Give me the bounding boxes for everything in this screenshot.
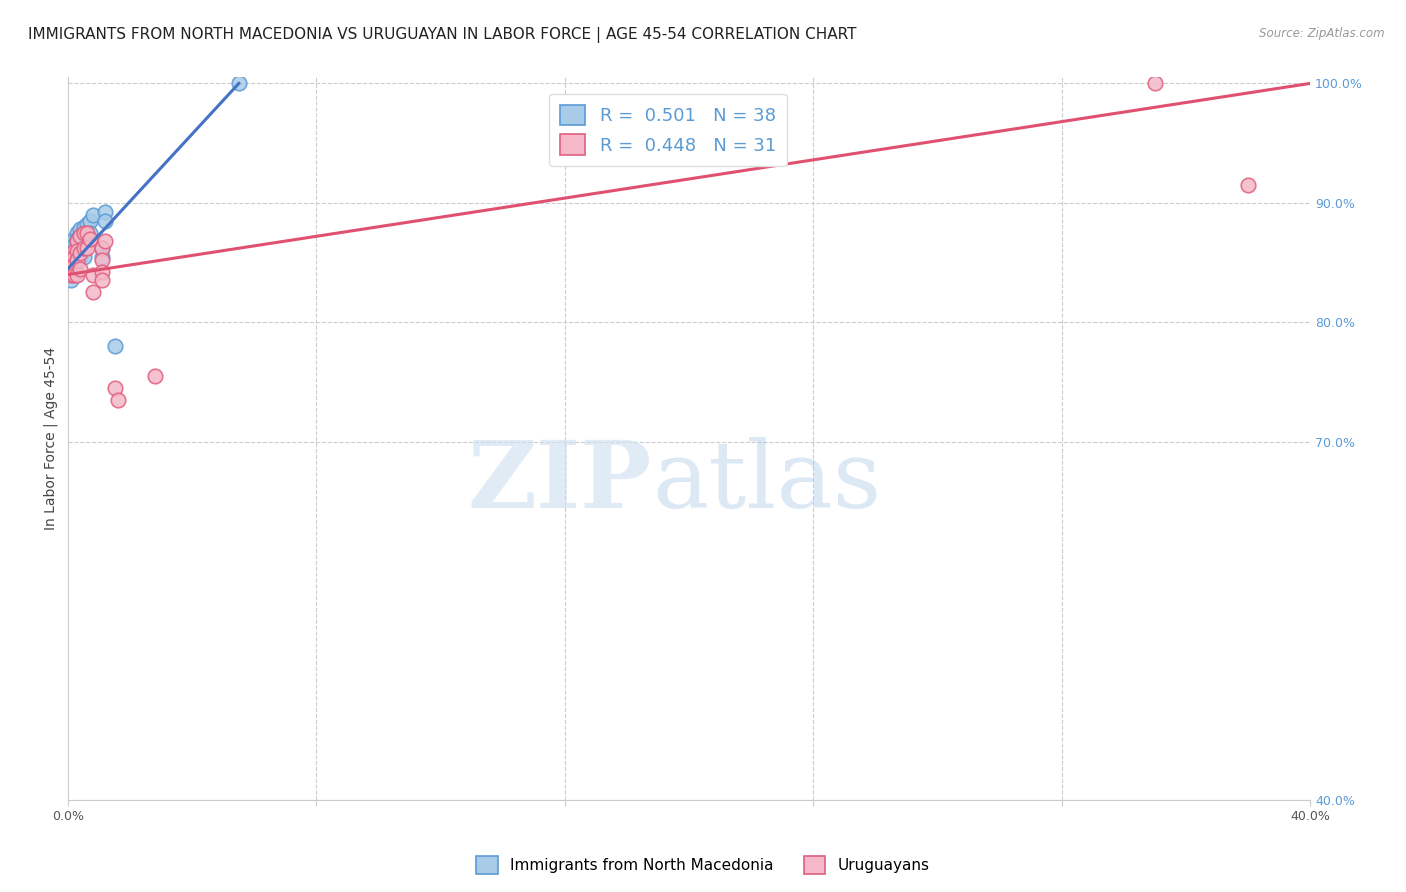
Point	[63, 247, 86, 261]
Point	[66, 253, 89, 268]
Point	[60, 258, 83, 272]
Point	[69, 229, 91, 244]
Point	[60, 273, 83, 287]
Point	[72, 219, 94, 234]
Point	[69, 250, 91, 264]
Point	[66, 237, 89, 252]
Point	[63, 258, 86, 272]
Point	[82, 268, 104, 282]
Point	[69, 237, 91, 252]
Point	[72, 232, 94, 246]
Point	[82, 285, 104, 300]
Point	[63, 261, 86, 276]
Point	[94, 234, 117, 248]
Point	[143, 369, 166, 384]
Point	[69, 229, 91, 244]
Point	[79, 214, 101, 228]
Point	[66, 244, 89, 258]
Text: IMMIGRANTS FROM NORTH MACEDONIA VS URUGUAYAN IN LABOR FORCE | AGE 45-54 CORRELAT: IMMIGRANTS FROM NORTH MACEDONIA VS URUGU…	[28, 27, 856, 43]
Point	[91, 241, 114, 255]
Legend: Immigrants from North Macedonia, Uruguayans: Immigrants from North Macedonia, Uruguay…	[470, 850, 936, 880]
Point	[72, 226, 94, 240]
Point	[104, 339, 127, 353]
Text: atlas: atlas	[652, 437, 882, 527]
Point	[63, 232, 86, 246]
Point	[66, 226, 89, 240]
Point	[60, 255, 83, 269]
Point	[107, 392, 129, 407]
Point	[60, 261, 83, 276]
Point	[63, 255, 86, 269]
Point	[94, 214, 117, 228]
Text: Source: ZipAtlas.com: Source: ZipAtlas.com	[1260, 27, 1385, 40]
Point	[66, 268, 89, 282]
Point	[60, 250, 83, 264]
Point	[66, 234, 89, 248]
Point	[69, 246, 91, 260]
Point	[1237, 178, 1260, 192]
Point	[60, 244, 83, 258]
Text: ZIP: ZIP	[468, 437, 652, 527]
Point	[66, 232, 89, 246]
Point	[94, 205, 117, 219]
Point	[60, 268, 83, 282]
Point	[66, 250, 89, 264]
Point	[1143, 77, 1166, 91]
Point	[82, 208, 104, 222]
Point	[60, 250, 83, 264]
Point	[91, 273, 114, 287]
Point	[63, 250, 86, 264]
Point	[63, 244, 86, 258]
Point	[91, 265, 114, 279]
Point	[60, 258, 83, 272]
Point	[63, 252, 86, 266]
Point	[91, 250, 114, 264]
Point	[69, 222, 91, 236]
Point	[60, 265, 83, 279]
Point	[76, 218, 98, 232]
Point	[72, 250, 94, 264]
Point	[91, 253, 114, 268]
Point	[63, 237, 86, 252]
Legend: R =  0.501   N = 38, R =  0.448   N = 31: R = 0.501 N = 38, R = 0.448 N = 31	[550, 94, 787, 166]
Point	[69, 261, 91, 276]
Point	[66, 244, 89, 258]
Point	[72, 241, 94, 255]
Point	[66, 255, 89, 269]
Point	[104, 381, 127, 395]
Point	[76, 241, 98, 255]
Point	[228, 77, 250, 91]
Point	[63, 244, 86, 258]
Point	[79, 226, 101, 240]
Point	[76, 226, 98, 240]
Y-axis label: In Labor Force | Age 45-54: In Labor Force | Age 45-54	[44, 347, 58, 531]
Point	[76, 232, 98, 246]
Point	[63, 268, 86, 282]
Point	[79, 232, 101, 246]
Point	[91, 241, 114, 255]
